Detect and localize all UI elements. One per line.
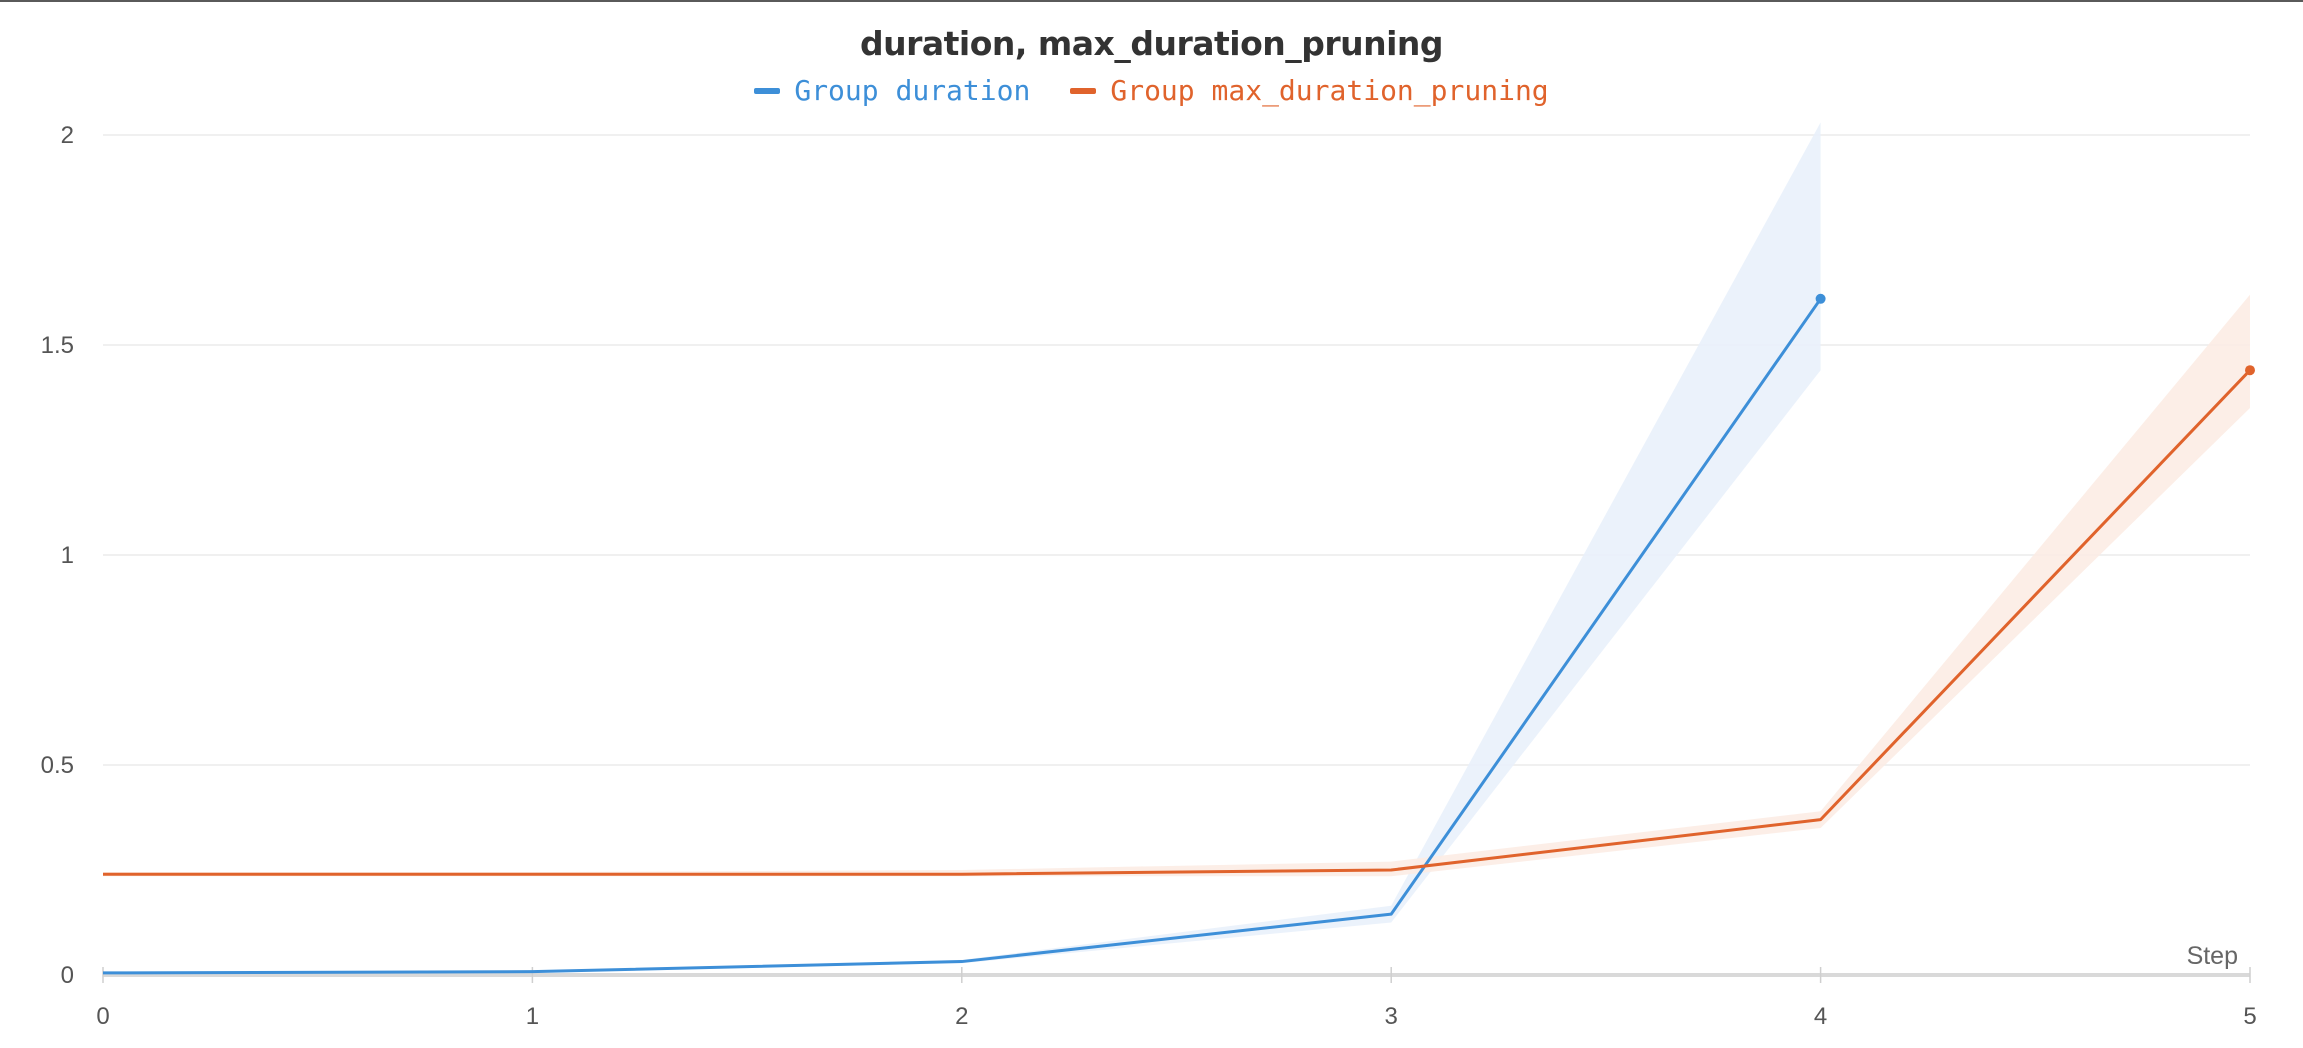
x-tick-label-0: 0 [96,1003,109,1030]
series-end-point-0[interactable] [1815,293,1826,304]
series-line-1[interactable] [103,369,2252,876]
legend-swatch-duration [754,87,781,94]
y-tick-label-3: 1.5 [41,332,74,359]
x-axis-title: Step [2187,942,2238,970]
legend-label-max-duration-pruning: Group max_duration_pruning [1110,74,1549,107]
legend-swatch-max-duration-pruning [1070,87,1097,94]
x-tick-label-3: 3 [1385,1003,1398,1030]
x-tick-label-5: 5 [2243,1003,2256,1030]
legend-label-duration: Group duration [794,74,1031,107]
x-tick-label-1: 1 [526,1003,539,1030]
x-tick-label-2: 2 [955,1003,968,1030]
chart-title: duration, max_duration_pruning [859,24,1444,63]
y-tick-label-2: 1 [61,542,74,569]
y-tick-label-4: 2 [61,122,74,149]
legend-item-duration[interactable]: Group duration [754,74,1030,107]
y-tick-label-0: 0 [61,962,74,989]
series-end-point-1[interactable] [2245,365,2255,376]
legend-item-max-duration-pruning[interactable]: Group max_duration_pruning [1070,74,1549,107]
series-line-0[interactable] [102,297,1822,975]
series-band-1 [103,294,2250,877]
x-tick-label-4: 4 [1814,1003,1827,1030]
legend: Group duration Group max_duration_prunin… [0,74,2303,107]
y-tick-label-1: 0.5 [41,752,74,779]
